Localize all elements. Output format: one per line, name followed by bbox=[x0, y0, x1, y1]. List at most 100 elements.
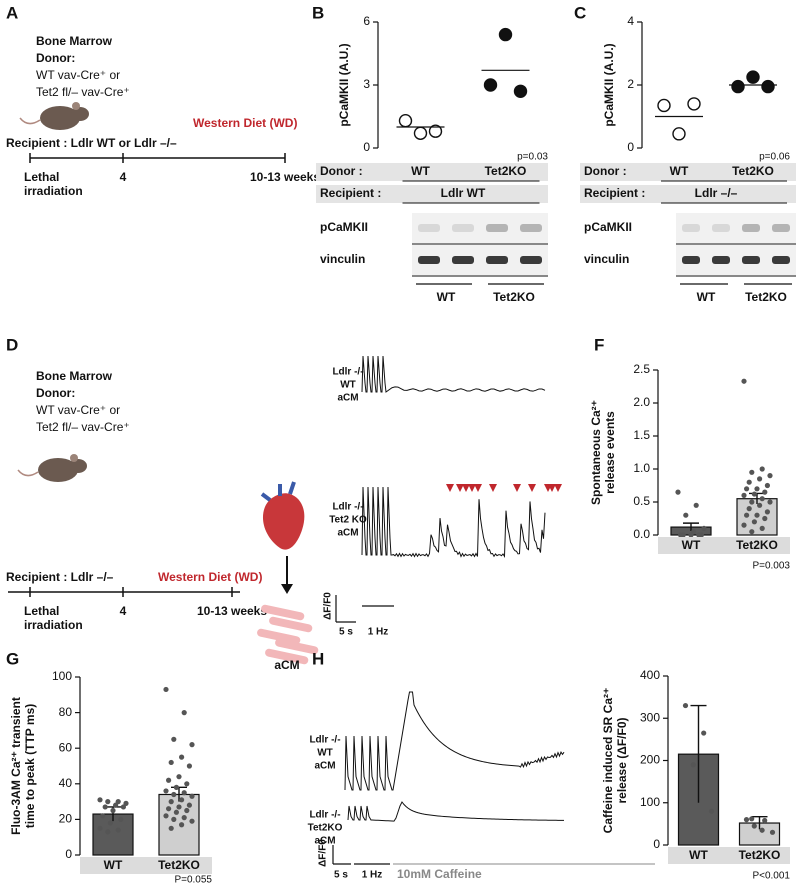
blot-label: pCaMKII bbox=[320, 220, 368, 234]
trace bbox=[344, 691, 565, 791]
data-point bbox=[762, 489, 768, 495]
donor-text: Donor: bbox=[36, 51, 75, 65]
cardiomyocyte bbox=[275, 638, 319, 655]
data-point bbox=[181, 710, 187, 716]
mouse-head bbox=[71, 107, 89, 121]
y-axis-label: pCaMKII (A.U.) bbox=[602, 43, 616, 126]
data-point bbox=[179, 797, 185, 803]
category-band bbox=[668, 847, 790, 864]
timeline-label: irradiation bbox=[24, 184, 83, 198]
data-point bbox=[163, 788, 169, 794]
data-point bbox=[767, 499, 773, 505]
cardiomyocyte bbox=[265, 648, 309, 665]
data-point bbox=[741, 378, 747, 384]
y-tick-label: 400 bbox=[640, 668, 660, 682]
table-cell: WT bbox=[670, 164, 689, 178]
table-cell: Ldlr –/– bbox=[695, 186, 738, 200]
mouse-tail bbox=[19, 117, 41, 125]
error-bar bbox=[751, 815, 768, 830]
event-marker bbox=[446, 484, 454, 492]
data-point bbox=[398, 113, 413, 128]
y-tick-label: 0 bbox=[627, 140, 634, 154]
blot-band bbox=[712, 224, 730, 232]
data-point bbox=[749, 469, 755, 475]
category-label: WT bbox=[689, 848, 708, 862]
heart bbox=[262, 493, 305, 550]
blot-band bbox=[742, 224, 760, 232]
table-row bbox=[580, 185, 796, 203]
blot-label: vinculin bbox=[320, 252, 365, 266]
mouse-body bbox=[38, 458, 78, 482]
category-label: Tet2KO bbox=[739, 848, 781, 862]
data-point bbox=[168, 799, 174, 805]
data-point bbox=[189, 742, 195, 748]
data-point bbox=[173, 809, 179, 815]
error-bar bbox=[683, 522, 699, 532]
event-marker bbox=[489, 484, 497, 492]
data-point bbox=[184, 807, 190, 814]
category-label: WT bbox=[682, 538, 701, 552]
data-point bbox=[179, 754, 185, 760]
data-point bbox=[744, 486, 750, 492]
y-tick-label: 0.0 bbox=[633, 527, 650, 541]
trace-label: aCM bbox=[337, 528, 358, 539]
y-axis-label: release (ΔF/F0) bbox=[615, 718, 629, 804]
blot-band bbox=[742, 256, 760, 264]
donor-text: Bone Marrow bbox=[36, 34, 113, 48]
table-label: Donor : bbox=[320, 164, 363, 178]
trace-label: aCM bbox=[314, 836, 335, 847]
data-point bbox=[171, 816, 177, 823]
trace-label: Ldlr -/- bbox=[332, 367, 363, 378]
data-point bbox=[764, 482, 771, 489]
data-point bbox=[498, 27, 513, 42]
data-point bbox=[163, 686, 169, 693]
mouse-ear bbox=[72, 102, 80, 110]
trace-label: Ldlr -/- bbox=[309, 735, 340, 746]
data-point bbox=[171, 791, 177, 798]
data-point bbox=[189, 818, 195, 824]
data-point bbox=[115, 799, 121, 805]
trace-label: WT bbox=[340, 380, 356, 391]
data-point bbox=[751, 491, 758, 497]
timeline-label: Lethal bbox=[24, 604, 59, 618]
y-tick-label: 100 bbox=[640, 795, 660, 809]
data-point bbox=[688, 532, 694, 538]
table-label: Recipient : bbox=[584, 186, 645, 200]
donor-text: Donor: bbox=[36, 386, 75, 400]
error-bar bbox=[171, 786, 187, 802]
data-point bbox=[687, 97, 701, 111]
blot-band bbox=[486, 224, 508, 232]
blot-band bbox=[772, 224, 790, 232]
data-point bbox=[762, 817, 768, 824]
y-tick-label: 20 bbox=[59, 812, 73, 826]
cardiomyocyte bbox=[261, 604, 305, 621]
data-point bbox=[186, 802, 192, 808]
lane-label: Tet2KO bbox=[745, 290, 787, 304]
recipient-label: Recipient : Ldlr –/– bbox=[6, 570, 114, 584]
table-cell: WT bbox=[411, 164, 430, 178]
table-label: Donor : bbox=[584, 164, 627, 178]
panel-letter: B bbox=[312, 3, 324, 22]
y-tick-label: 40 bbox=[59, 776, 73, 790]
data-point bbox=[682, 702, 689, 709]
event-marker bbox=[462, 484, 470, 492]
y-tick-label: 0 bbox=[65, 847, 72, 861]
p-value: p=0.03 bbox=[517, 152, 548, 163]
trace-label: Ldlr -/- bbox=[332, 502, 363, 513]
blot-band bbox=[452, 224, 474, 232]
data-point bbox=[749, 529, 755, 535]
category-label: Tet2KO bbox=[736, 538, 778, 552]
error-bar bbox=[690, 704, 707, 803]
data-point bbox=[759, 496, 765, 502]
trace bbox=[361, 486, 546, 558]
data-point bbox=[189, 793, 195, 799]
y-tick-label: 300 bbox=[640, 710, 660, 724]
y-axis-label: pCaMKII (A.U.) bbox=[337, 43, 351, 126]
table-label: Recipient : bbox=[320, 186, 381, 200]
y-tick-label: 60 bbox=[59, 740, 73, 754]
event-marker bbox=[548, 484, 556, 492]
scale-label: 1 Hz bbox=[362, 870, 383, 881]
blot-band bbox=[712, 256, 730, 264]
